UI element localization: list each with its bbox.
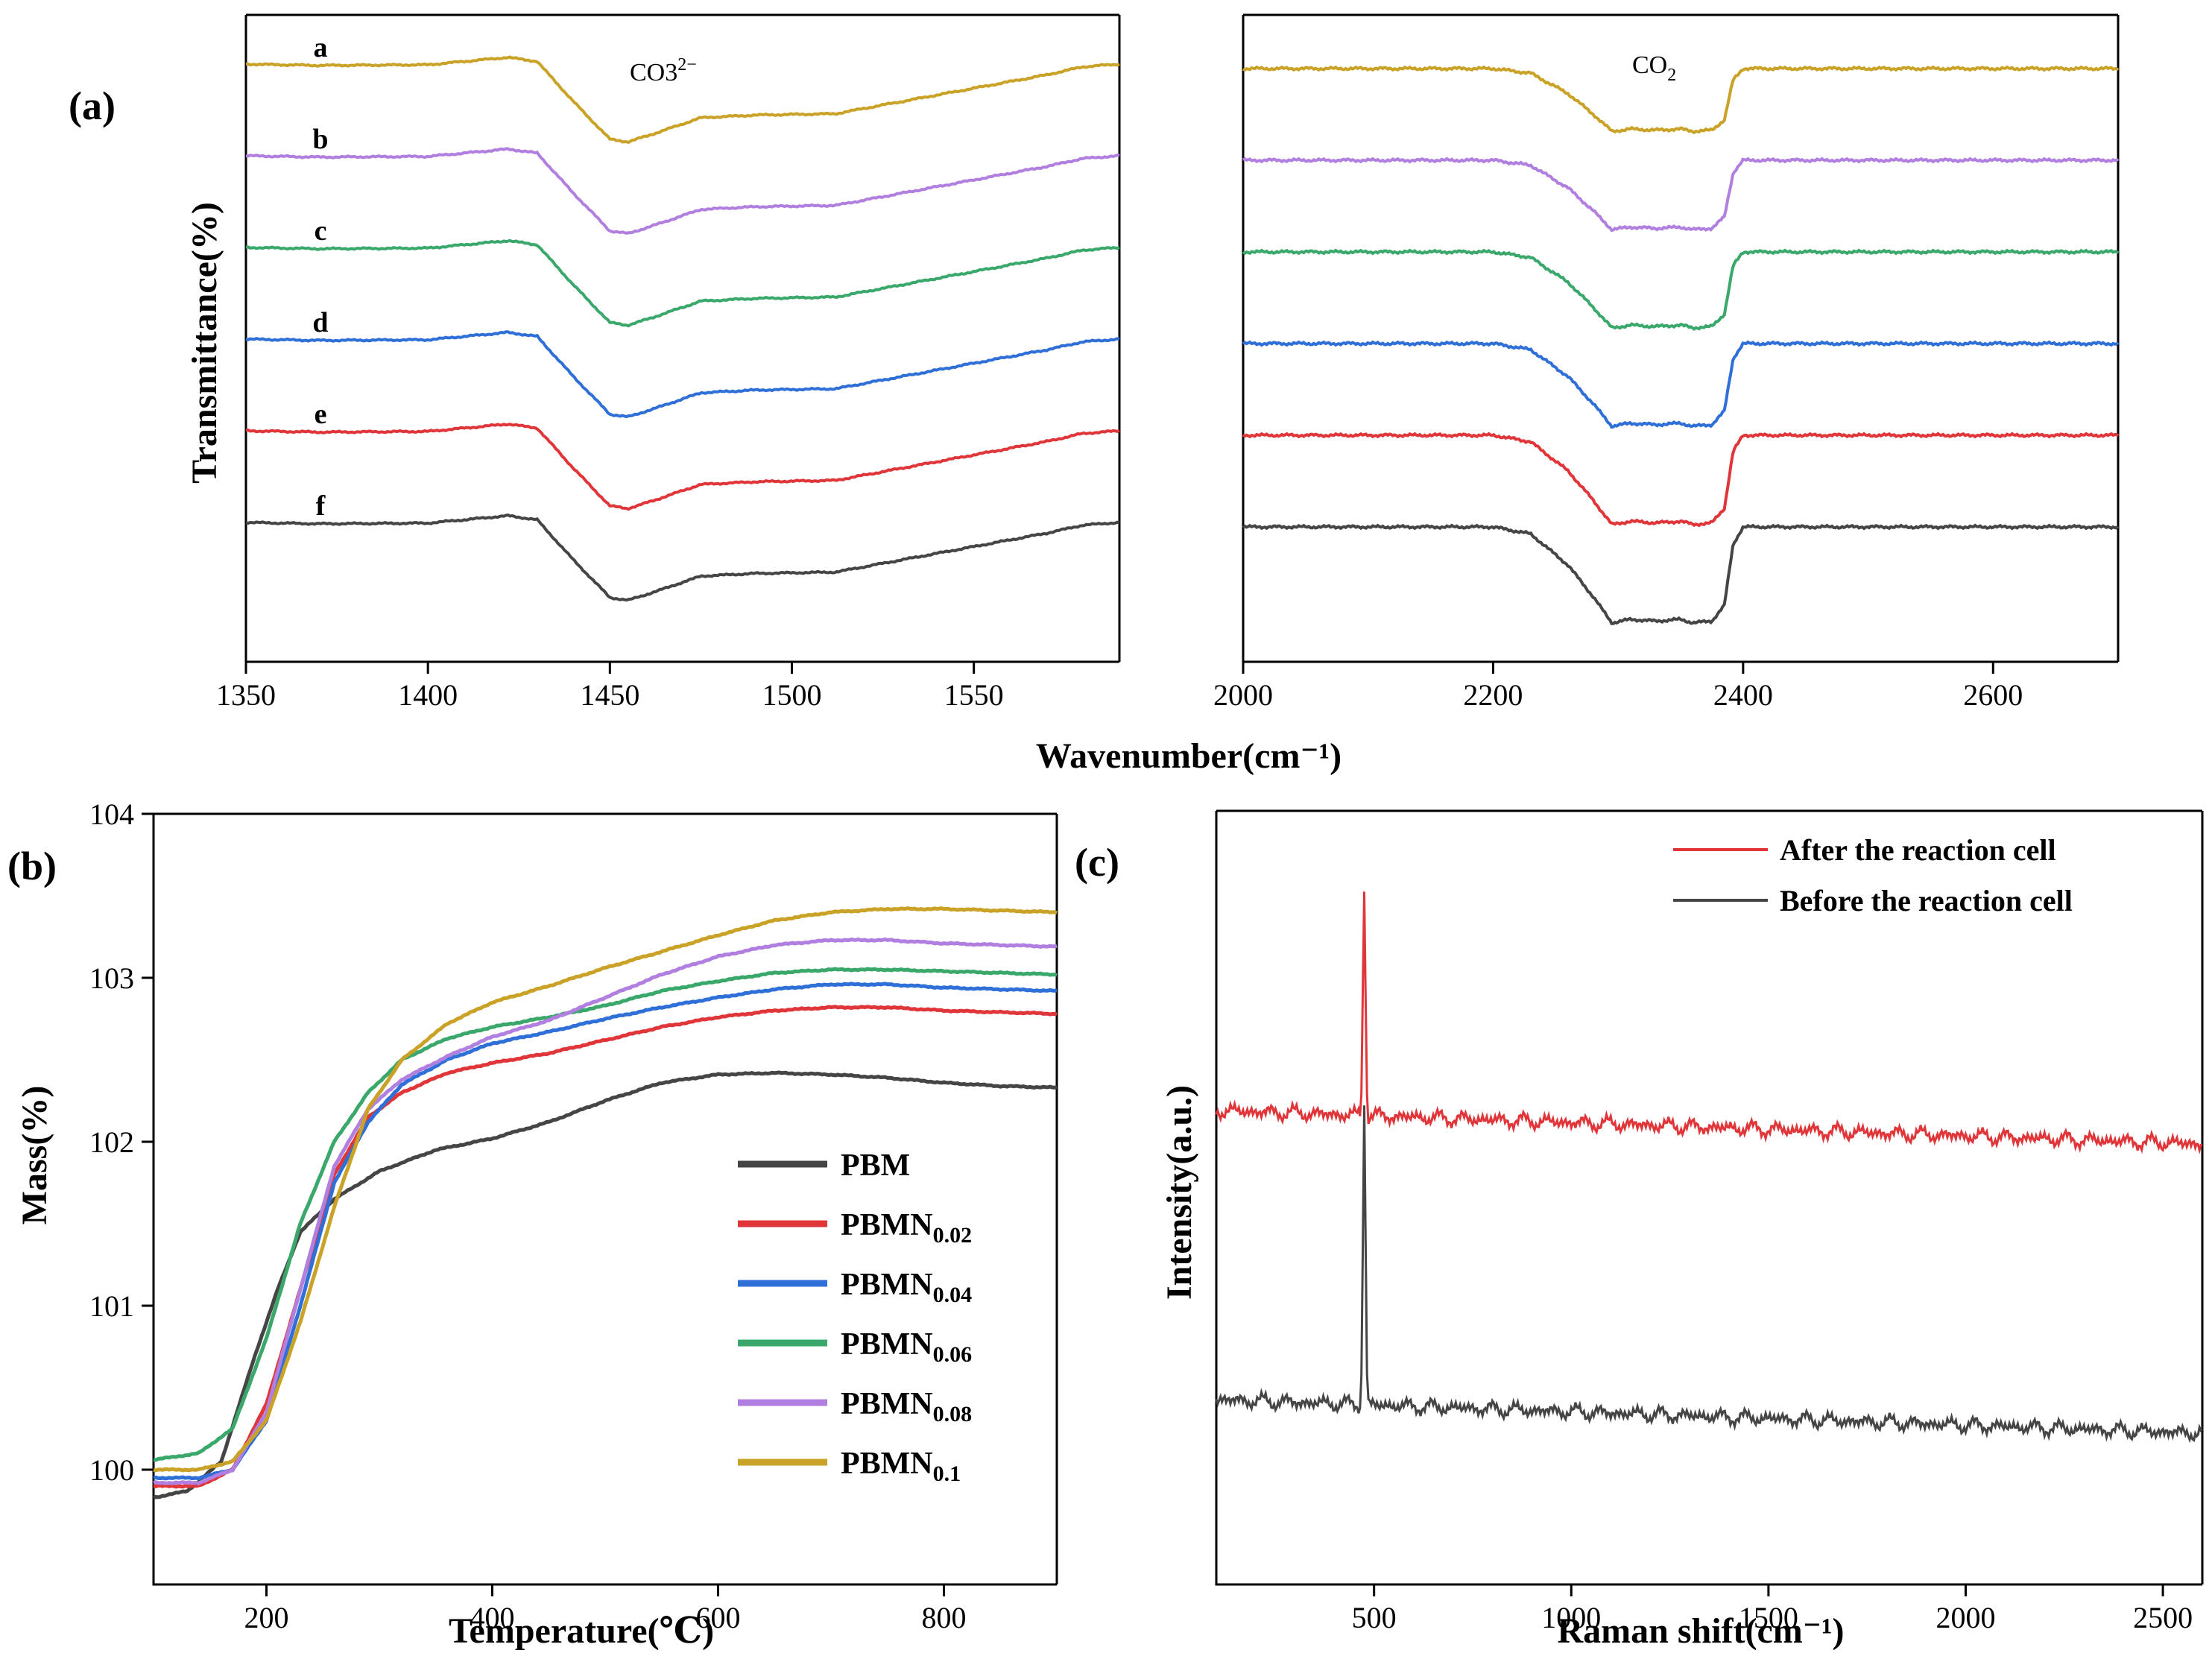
ftir-carbonate-panel: 1350 1400 1450 1500 1550 a b c d e f CO32− (a) Transm… bbox=[69, 13, 1342, 776]
series-line-PBMN0.06 bbox=[153, 967, 1058, 1462]
panel-label-c: (c) bbox=[1075, 840, 1119, 885]
series-line-a bbox=[245, 55, 1120, 145]
legend-label: PBM bbox=[841, 1148, 910, 1183]
series-line-PBMN0.04 bbox=[153, 982, 1058, 1481]
y-axis-label-a: Transmittance(%) bbox=[185, 202, 224, 484]
series-line-f bbox=[245, 513, 1120, 602]
y-tick-label: 102 bbox=[89, 1125, 134, 1159]
series-label-f: f bbox=[316, 490, 326, 522]
series-line-b bbox=[1242, 157, 2120, 233]
y-tick-label: 100 bbox=[89, 1453, 134, 1487]
x-tick-label: 1450 bbox=[580, 678, 639, 712]
x-tick-label: 2000 bbox=[1935, 1601, 1995, 1634]
series-line-e bbox=[245, 423, 1120, 511]
legend: PBM PBMN0.02 PBMN0.04 PBMN0.06 PBMN0.08 PBMN0… bbox=[738, 1148, 972, 1486]
series-line-PBM bbox=[153, 1070, 1058, 1500]
panel-label-b: (b) bbox=[7, 844, 57, 888]
x-tick-label: 1550 bbox=[944, 678, 1004, 712]
tga-mass-panel: 200 400 600 800100101102103104PBMPBMN0.02PB… bbox=[7, 797, 1058, 1651]
series-line-0 bbox=[1215, 891, 2203, 1155]
tga-axes bbox=[152, 812, 1058, 1586]
series-label-b: b bbox=[312, 124, 328, 155]
series-line-PBMN0.1 bbox=[153, 906, 1058, 1473]
series-line-e bbox=[1242, 432, 2120, 528]
raman-panel: 500 1000 1500 2000 2500 After the reaction ce… bbox=[1075, 809, 2204, 1651]
series-label-d: d bbox=[312, 307, 328, 338]
x-tick-label: 400 bbox=[470, 1601, 515, 1634]
x-axis-label-b: Temperature(℃) bbox=[449, 1611, 714, 1651]
x-axis-label-a: Wavenumber(cm⁻¹) bbox=[1036, 736, 1342, 776]
series-line-c bbox=[245, 238, 1120, 328]
co2-annotation: CO2 bbox=[1632, 51, 1676, 85]
series-line-b bbox=[245, 147, 1120, 235]
panel-label-a: (a) bbox=[69, 83, 116, 128]
x-tick-label: 200 bbox=[244, 1601, 289, 1634]
raman-axes bbox=[1215, 809, 2204, 1586]
legend-label: PBMN0.06 bbox=[841, 1327, 972, 1367]
x-tick-label: 2400 bbox=[1713, 678, 1773, 712]
x-tick-label: 1500 bbox=[1739, 1601, 1798, 1634]
ftir-co2-panel: 2000 2200 2400 2600 CO2 bbox=[1213, 13, 2120, 712]
legend-label: After the reaction cell bbox=[1780, 833, 2056, 867]
series-line-PBMN0.08 bbox=[153, 937, 1058, 1486]
x-tick-label: 2000 bbox=[1213, 678, 1273, 712]
legend-label: PBMN0.1 bbox=[841, 1447, 961, 1486]
series-label-c: c bbox=[315, 215, 327, 247]
y-axis-label-b: Mass(%) bbox=[15, 1086, 54, 1225]
series-label-e: e bbox=[315, 399, 327, 430]
ftir-right-axes bbox=[1242, 13, 2120, 663]
x-tick-label: 800 bbox=[922, 1601, 967, 1634]
legend-label: PBMN0.04 bbox=[841, 1268, 972, 1307]
x-tick-label: 500 bbox=[1352, 1601, 1397, 1634]
carbonate-annotation: CO32− bbox=[630, 55, 697, 86]
series-label-a: a bbox=[314, 32, 328, 63]
legend: After the reaction cell Before the reacti… bbox=[1673, 833, 2073, 917]
x-tick-label: 2600 bbox=[1963, 678, 2023, 712]
x-tick-label: 1000 bbox=[1541, 1601, 1601, 1634]
y-tick-label: 104 bbox=[89, 797, 134, 831]
x-tick-label: 2200 bbox=[1463, 678, 1523, 712]
x-tick-label: 1400 bbox=[398, 678, 458, 712]
series-line-1 bbox=[1215, 1105, 2204, 1444]
x-tick-label: 1500 bbox=[762, 678, 822, 712]
y-tick-label: 103 bbox=[89, 961, 134, 995]
series-line-d bbox=[1242, 340, 2120, 429]
x-tick-label: 1350 bbox=[216, 678, 276, 712]
legend-label: PBMN0.08 bbox=[841, 1387, 972, 1426]
y-tick-label: 101 bbox=[89, 1289, 134, 1323]
x-tick-label: 2500 bbox=[2133, 1601, 2193, 1634]
series-line-c bbox=[1242, 248, 2120, 331]
legend-label: PBMN0.02 bbox=[841, 1208, 972, 1248]
x-tick-label: 600 bbox=[696, 1601, 741, 1634]
x-axis-label-c: Raman shift(cm⁻¹) bbox=[1557, 1611, 1844, 1651]
legend-label: Before the reaction cell bbox=[1780, 884, 2073, 917]
series-line-f bbox=[1242, 523, 2120, 625]
y-axis-label-c: Intensity(a.u.) bbox=[1160, 1085, 1199, 1300]
series-line-d bbox=[245, 330, 1120, 419]
series-line-a bbox=[1242, 65, 2120, 135]
